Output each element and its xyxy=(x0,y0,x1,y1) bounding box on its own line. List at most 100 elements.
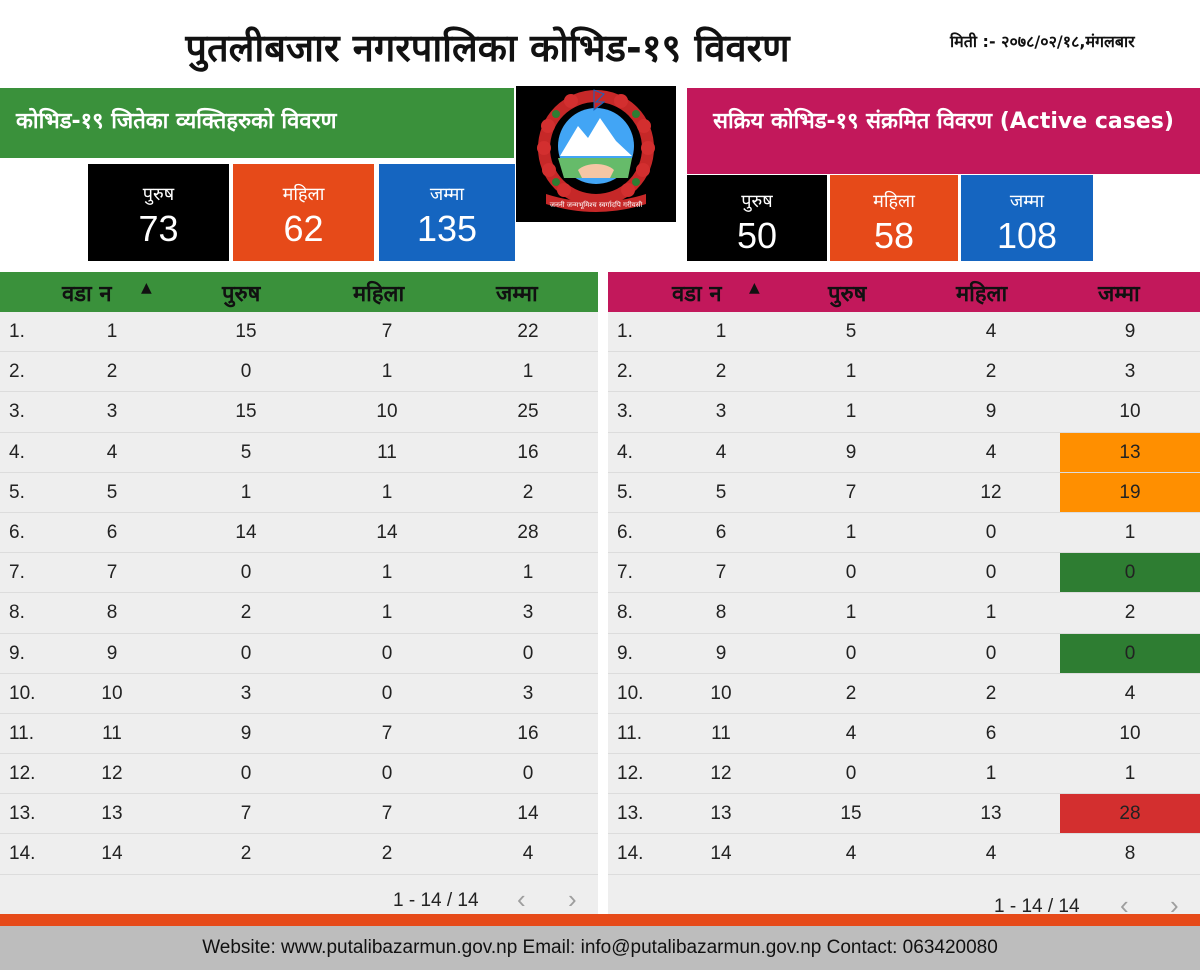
row-index: 2. xyxy=(9,361,25,383)
active-female-card: महिला 58 xyxy=(830,175,958,261)
female-cell: 0 xyxy=(985,562,997,584)
table-row: 2. 2 1 2 3 xyxy=(608,352,1200,393)
row-index: 9. xyxy=(617,642,633,664)
male-cell: 2 xyxy=(240,843,252,865)
female-cell: 2 xyxy=(985,682,997,704)
total-cell: 13 xyxy=(1119,441,1141,463)
ward-cell: 6 xyxy=(715,521,727,543)
pagination-label: 1 - 14 / 14 xyxy=(393,890,479,911)
total-cell: 16 xyxy=(517,441,539,463)
ward-cell: 8 xyxy=(715,602,727,624)
col-male-header[interactable]: पुरुष xyxy=(222,282,261,307)
male-cell: 15 xyxy=(235,321,257,342)
male-cell: 1 xyxy=(845,401,857,423)
row-index: 5. xyxy=(617,481,633,503)
row-index: 11. xyxy=(617,722,643,744)
ward-cell: 10 xyxy=(101,682,123,704)
col-female-header[interactable]: महिला xyxy=(956,282,1008,307)
active-total-label: जम्मा xyxy=(1009,191,1045,212)
male-cell: 9 xyxy=(845,441,857,463)
table-row: 9. 9 0 0 0 xyxy=(0,634,598,674)
total-cell: 10 xyxy=(1119,401,1141,423)
col-female-header[interactable]: महिला xyxy=(353,282,405,307)
female-cell: 1 xyxy=(985,763,997,785)
emblem-icon: जननी जन्मभूमिश्च स्वर्गादपि गरीयसी xyxy=(537,89,655,212)
active-female-label: महिला xyxy=(873,191,915,212)
ward-cell: 7 xyxy=(715,562,727,584)
col-ward-header[interactable]: वडा न xyxy=(672,282,722,307)
total-cell: 0 xyxy=(1124,562,1136,584)
total-cell: 0 xyxy=(522,642,534,664)
table-row: 8. 8 1 1 2 xyxy=(608,593,1200,634)
male-cell: 9 xyxy=(240,722,252,744)
table-row: 4. 4 9 4 13 xyxy=(608,432,1200,473)
pagination-label: 1 - 14 / 14 xyxy=(994,896,1080,917)
female-cell: 4 xyxy=(985,321,997,342)
row-index: 7. xyxy=(9,562,25,584)
table-row: 4. 4 5 11 16 xyxy=(0,433,598,473)
table-header: वडा न ▲ पुरुष महिला जम्मा xyxy=(608,272,1200,312)
total-cell: 1 xyxy=(1124,521,1136,543)
male-cell: 0 xyxy=(845,562,857,584)
sort-asc-icon[interactable]: ▲ xyxy=(749,280,760,296)
ward-cell: 12 xyxy=(101,763,123,785)
ward-cell: 1 xyxy=(106,321,118,342)
total-highlight-green xyxy=(1060,553,1200,593)
ward-cell: 2 xyxy=(715,361,727,383)
ward-cell: 9 xyxy=(106,642,118,664)
chevron-left-icon[interactable]: ‹ xyxy=(517,884,526,914)
recovered-female-card: महिला 62 xyxy=(233,164,374,261)
chevron-left-icon[interactable]: ‹ xyxy=(1120,890,1129,920)
male-cell: 0 xyxy=(240,763,252,785)
table-row: 1. 1 15 7 22 xyxy=(0,312,598,353)
total-cell: 25 xyxy=(517,401,539,423)
active-banner: सक्रिय कोभिड-१९ संक्रमित विवरण (Active c… xyxy=(687,88,1200,174)
total-cell: 22 xyxy=(517,321,539,342)
total-cell: 3 xyxy=(522,682,534,704)
total-cell: 1 xyxy=(1124,763,1136,785)
row-index: 13. xyxy=(617,803,644,825)
total-cell: 9 xyxy=(1124,321,1136,342)
total-cell: 1 xyxy=(522,562,534,584)
table-row: 11. 11 4 6 10 xyxy=(608,714,1200,755)
table-row: 7. 7 0 0 0 xyxy=(608,553,1200,594)
recovered-female-label: महिला xyxy=(282,184,325,205)
female-cell: 7 xyxy=(381,722,393,744)
table-row: 3. 3 1 9 10 xyxy=(608,392,1200,433)
table-header: वडा न ▲ पुरुष महिला जम्मा xyxy=(0,272,598,312)
table-row: 14. 14 2 2 4 xyxy=(0,834,598,875)
row-index: 3. xyxy=(9,401,25,423)
row-index: 8. xyxy=(617,602,633,624)
female-cell: 1 xyxy=(985,602,997,624)
emblem-motto: जननी जन्मभूमिश्च स्वर्गादपि गरीयसी xyxy=(550,200,643,209)
chevron-right-icon[interactable]: › xyxy=(1170,890,1179,920)
ward-cell: 1 xyxy=(715,321,727,342)
page-title: पुतलीबजार नगरपालिका कोभिड-१९ विवरण xyxy=(185,26,790,70)
total-highlight-orange xyxy=(1060,432,1200,472)
active-male-card: पुरुष 50 xyxy=(687,175,827,261)
col-male-header[interactable]: पुरुष xyxy=(828,282,867,307)
ward-cell: 10 xyxy=(710,682,732,704)
row-index: 6. xyxy=(9,521,25,543)
col-total-header[interactable]: जम्मा xyxy=(496,282,538,307)
col-total-header[interactable]: जम्मा xyxy=(1098,282,1140,307)
row-index: 4. xyxy=(617,441,633,463)
row-index: 12. xyxy=(9,763,36,785)
chevron-right-icon[interactable]: › xyxy=(568,884,577,914)
col-ward-header[interactable]: वडा न xyxy=(62,282,112,307)
male-cell: 4 xyxy=(845,722,857,744)
ward-cell: 13 xyxy=(710,803,732,825)
table-row: 10. 10 3 0 3 xyxy=(0,674,598,714)
male-cell: 1 xyxy=(845,602,857,624)
male-cell: 15 xyxy=(840,803,862,825)
female-cell: 4 xyxy=(985,843,997,865)
ward-cell: 8 xyxy=(106,602,118,624)
total-highlight-green xyxy=(1060,633,1200,673)
female-cell: 1 xyxy=(381,562,393,584)
total-cell: 10 xyxy=(1119,722,1141,744)
total-cell: 3 xyxy=(522,602,534,624)
male-cell: 3 xyxy=(240,682,252,704)
sort-asc-icon[interactable]: ▲ xyxy=(141,280,152,296)
ward-cell: 7 xyxy=(106,562,118,584)
female-cell: 0 xyxy=(985,521,997,543)
